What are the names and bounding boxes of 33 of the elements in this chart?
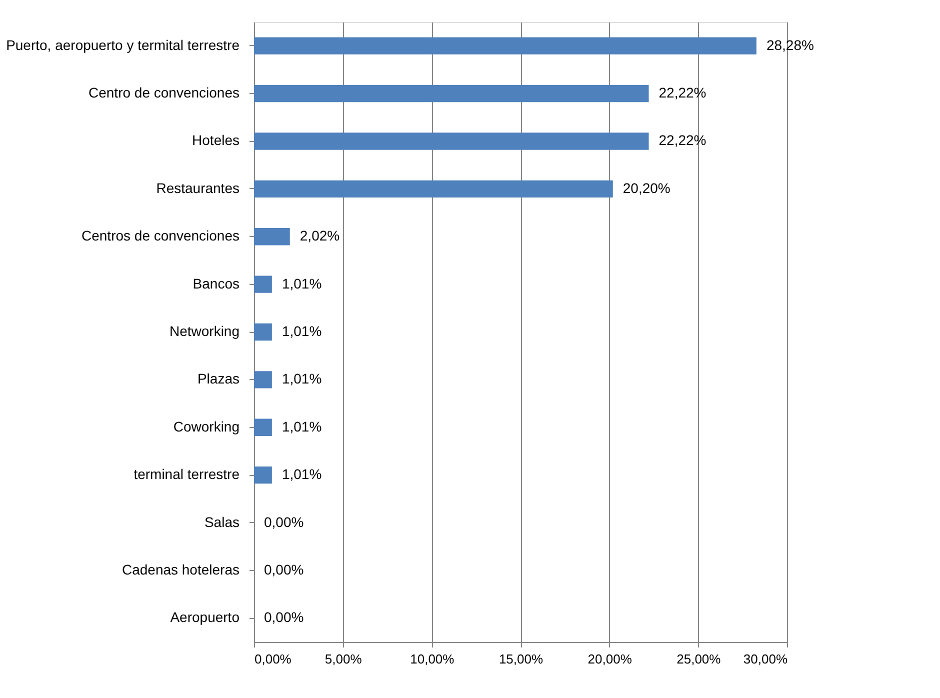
y-tick-label: Cadenas hoteleras [122,561,240,578]
x-tick-label: 20,00% [588,652,632,666]
data-label: 22,22% [658,84,706,101]
y-tick-label: Salas [204,514,240,530]
data-label: 28,28% [766,36,814,53]
data-label: 1,01% [282,275,322,292]
y-tick-label: Centros de convenciones [82,228,240,244]
y-tick-label: Bancos [192,275,240,292]
y-tick-label: Centro de convenciones [88,84,240,101]
data-label: 2,02% [300,228,340,244]
data-label: 22,22% [658,132,706,148]
y-tick-label: Hoteles [192,132,240,148]
data-label: 0,00% [264,609,304,626]
x-tick-label: 5,00% [324,652,362,666]
data-label: 1,01% [282,370,322,387]
x-tick-label: 25,00% [676,652,722,666]
x-tick-label: 10,00% [410,652,455,666]
data-label: 1,01% [282,418,322,434]
y-tick-label: Plazas [197,370,240,387]
data-label: 1,01% [282,466,322,482]
y-tick-label: Aeropuerto [170,609,240,626]
x-tick-label: 15,00% [498,652,544,666]
y-tick-label: Coworking [173,418,240,434]
y-tick-label: Puerto, aeropuerto y termital terrestre [6,36,240,53]
data-label: 0,00% [264,561,304,578]
x-tick-label: 0,00% [254,652,292,666]
y-tick-label: Restaurantes [156,180,240,196]
y-tick-label: terminal terrestre [134,466,240,482]
data-label: 20,20% [622,180,670,196]
data-label: 0,00% [264,514,304,530]
data-label: 1,01% [282,323,322,339]
y-tick-label: Networking [169,323,240,339]
x-tick-label: 30,00% [743,652,788,666]
